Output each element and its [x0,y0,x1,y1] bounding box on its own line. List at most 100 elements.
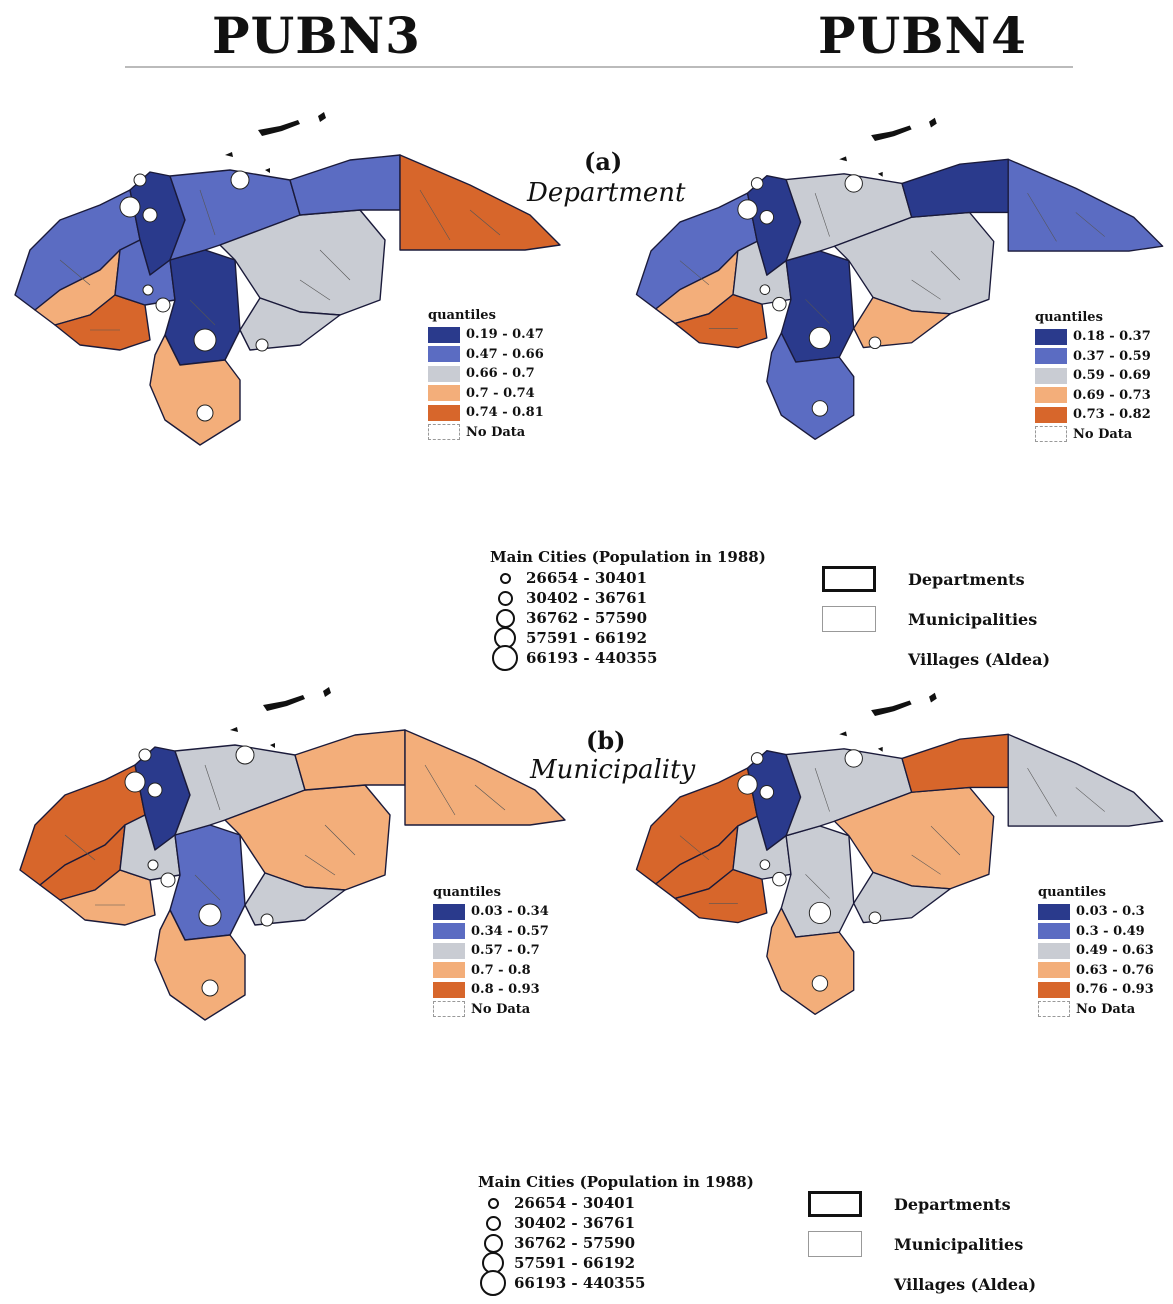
column-title-right: PUBN4 [818,6,1027,65]
legend-swatch [1035,406,1067,423]
legend-row: 0.73 - 0.82 [1035,405,1151,425]
cities-legend-row: 36762 - 57590 [490,608,766,628]
map-region [154,909,246,1021]
map-region [54,294,151,351]
island [263,695,305,711]
villages-label: Villages (Aldea) [894,1274,1037,1294]
legend-row: 0.49 - 0.63 [1038,941,1154,961]
island [225,152,233,157]
title-divider [125,66,1073,68]
map-region [289,154,401,216]
legend-b-right: quantiles 0.03 - 0.3 0.3 - 0.49 0.49 - 0.63… [1038,885,1154,1019]
map-region [224,784,391,891]
city-marker [811,400,829,417]
legend-label-nodata: No Data [1073,426,1133,442]
panel-a-name: Department [527,178,686,208]
island [871,125,912,141]
municipality-line [814,768,830,812]
city-marker [260,913,274,927]
municipality-line [911,279,941,300]
legend-row: 0.7 - 0.74 [428,384,544,404]
legend-label: 0.18 - 0.37 [1073,329,1151,345]
city-size-circle [485,1215,501,1231]
legend-row: 0.69 - 0.73 [1035,386,1151,406]
cities-legend-row: 26654 - 30401 [490,568,766,588]
legend-swatch-nodata [1035,426,1067,443]
city-marker [193,328,217,352]
map-a-left [14,112,561,446]
city-size-circle [492,645,518,671]
cities-legend-label: 57591 - 66192 [514,1254,636,1272]
island [871,700,912,716]
legend-swatch-nodata [1038,1001,1070,1018]
map-region [399,154,561,251]
cities-legend-row: 57591 - 66192 [478,1252,754,1274]
cities-legend-1: Main Cities (Population in 1988) 26654 - … [490,548,766,671]
city-marker [844,749,863,768]
city-marker [868,336,882,350]
city-marker [133,173,147,187]
map-a-right [635,117,1164,440]
map-region [294,729,406,791]
legend-swatch-nodata [433,1001,465,1018]
legend-row: 0.19 - 0.47 [428,325,544,345]
legend-label: 0.7 - 0.8 [471,962,531,978]
municipality-line [814,193,830,237]
city-marker [759,210,775,225]
legend-label: 0.34 - 0.57 [471,923,549,939]
city-size-circle [497,590,513,606]
municipality-line [189,299,216,326]
legend-swatch [1038,942,1070,959]
cities-legend-title: Main Cities (Population in 1988) [490,548,766,566]
cities-legend-row: 30402 - 36761 [490,588,766,608]
municipalities-swatch [808,1231,862,1257]
legend-label: 0.63 - 0.76 [1076,962,1154,978]
map-region [59,869,156,926]
municipality-line [199,189,216,236]
city-marker [808,901,832,925]
legend-row: 0.34 - 0.57 [433,922,549,942]
map-region [833,211,995,315]
villages-swatch [808,1271,862,1297]
cities-legend-row: 66193 - 440355 [478,1270,754,1296]
city-marker [147,782,163,798]
map-region [901,733,1009,793]
city-marker [196,404,214,422]
villages-swatch [822,646,876,672]
city-marker [142,207,158,223]
map-region [901,158,1009,218]
island [877,746,883,752]
city-marker [772,871,787,887]
legend-title: quantiles [433,885,501,900]
map-region [149,334,241,446]
legend-row: 0.57 - 0.7 [433,941,549,961]
legend-row: 0.03 - 0.3 [1038,902,1154,922]
island [230,727,238,732]
island [877,171,883,177]
island [318,112,326,122]
legend-swatch [433,962,465,979]
legend-label: 0.19 - 0.47 [466,327,544,343]
legend-swatch [1035,367,1067,384]
map-region [244,872,346,926]
cities-legend-label: 30402 - 36761 [514,1214,636,1232]
legend-label: 0.03 - 0.3 [1076,904,1145,920]
city-marker [198,903,222,927]
map-b-right [635,692,1164,1015]
municipality-line [319,249,351,281]
city-marker [868,911,882,925]
map-region [1007,158,1164,252]
city-size-circle [487,1197,499,1209]
legend-swatch [1038,903,1070,920]
legend-label: 0.69 - 0.73 [1073,387,1151,403]
legend-swatch-nodata [428,424,460,441]
city-marker [155,297,171,313]
municipality-line [805,299,830,324]
map-region [119,814,181,881]
island [265,168,270,173]
legend-swatch [433,923,465,940]
legend-row-nodata: No Data [433,1000,549,1020]
legend-row: 0.03 - 0.34 [433,902,549,922]
legend-label: 0.73 - 0.82 [1073,407,1151,423]
municipality-line [419,189,451,241]
